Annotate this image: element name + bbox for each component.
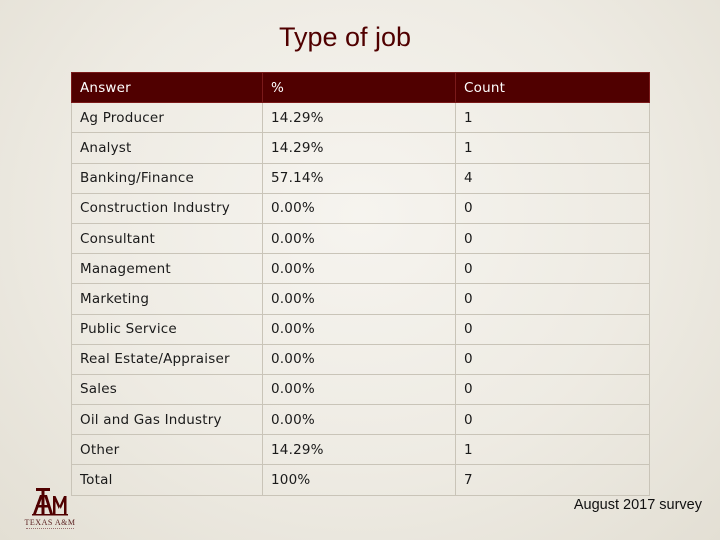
percent-cell: 0.00%	[262, 222, 456, 255]
count-cell: 0	[455, 373, 650, 406]
percent-cell: 0.00%	[262, 253, 456, 285]
count-cell: 0	[455, 313, 650, 345]
percent-cell: 57.14%	[262, 162, 456, 194]
percent-cell: 0.00%	[262, 373, 456, 406]
table-row: Marketing 0.00% 0	[71, 283, 650, 315]
percent-cell: 100%	[262, 464, 456, 496]
table-row-total: Total 100% 7	[71, 464, 650, 496]
count-cell: 1	[455, 102, 650, 134]
answer-cell: Analyst	[71, 132, 263, 164]
count-cell: 0	[455, 222, 650, 255]
count-cell: 0	[455, 404, 650, 436]
answer-cell: Ag Producer	[71, 102, 263, 134]
table-row: Real Estate/Appraiser 0.00% 0	[71, 343, 650, 375]
percent-cell: 0.00%	[262, 343, 456, 375]
count-cell: 0	[455, 192, 650, 224]
count-cell: 1	[455, 434, 650, 466]
column-header-answer: Answer	[71, 71, 263, 104]
column-header-count: Count	[455, 71, 650, 104]
table-row: Consultant 0.00% 0	[71, 222, 650, 255]
table-row: Oil and Gas Industry 0.00% 0	[71, 404, 650, 436]
table-header-row: Answer % Count	[71, 71, 650, 104]
answer-cell: Real Estate/Appraiser	[71, 343, 263, 375]
percent-cell: 0.00%	[262, 313, 456, 345]
answer-cell: Management	[71, 253, 263, 285]
count-cell: 7	[455, 464, 650, 496]
table-row: Banking/Finance 57.14% 4	[71, 162, 650, 194]
column-header-percent: %	[262, 71, 456, 104]
answer-cell: Total	[71, 464, 263, 496]
percent-cell: 14.29%	[262, 102, 456, 134]
answer-cell: Oil and Gas Industry	[71, 404, 263, 436]
percent-cell: 14.29%	[262, 434, 456, 466]
survey-date-note: August 2017 survey	[573, 497, 702, 513]
count-cell: 0	[455, 253, 650, 285]
page-title: Type of job	[278, 22, 412, 52]
answer-cell: Construction Industry	[71, 192, 263, 224]
percent-cell: 14.29%	[262, 132, 456, 164]
count-cell: 1	[455, 132, 650, 164]
answer-cell: Consultant	[71, 222, 263, 255]
table-row: Ag Producer 14.29% 1	[71, 102, 650, 134]
count-cell: 0	[455, 283, 650, 315]
percent-cell: 0.00%	[262, 192, 456, 224]
table-row: Construction Industry 0.00% 0	[71, 192, 650, 224]
answer-cell: Sales	[71, 373, 263, 406]
count-cell: 0	[455, 343, 650, 375]
texas-am-logo-icon	[32, 488, 68, 516]
table-row: Sales 0.00% 0	[71, 373, 650, 406]
table-row: Public Service 0.00% 0	[71, 313, 650, 345]
texas-am-logo: TEXAS A&M	[22, 486, 78, 532]
answer-cell: Other	[71, 434, 263, 466]
answer-cell: Banking/Finance	[71, 162, 263, 194]
answer-cell: Public Service	[71, 313, 263, 345]
logo-text: TEXAS A&M	[24, 518, 76, 527]
job-type-table: Answer % Count Ag Producer 14.29% 1 Anal…	[71, 71, 650, 496]
logo-divider	[26, 528, 74, 530]
percent-cell: 0.00%	[262, 283, 456, 315]
count-cell: 4	[455, 162, 650, 194]
table-row: Management 0.00% 0	[71, 253, 650, 285]
job-type-table-container: Answer % Count Ag Producer 14.29% 1 Anal…	[71, 71, 650, 496]
answer-cell: Marketing	[71, 283, 263, 315]
percent-cell: 0.00%	[262, 404, 456, 436]
table-row: Analyst 14.29% 1	[71, 132, 650, 164]
table-row: Other 14.29% 1	[71, 434, 650, 466]
